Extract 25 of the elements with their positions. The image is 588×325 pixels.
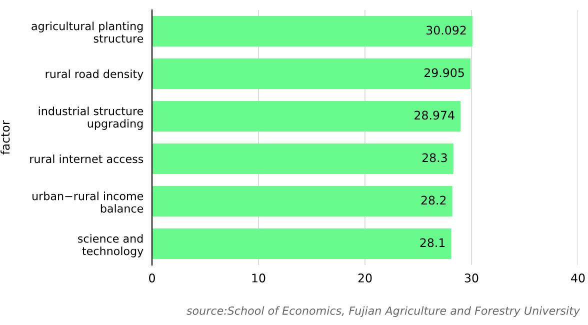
y-axis-title: factor xyxy=(0,120,10,155)
bar xyxy=(152,58,470,90)
y-tick-label: rural road density xyxy=(46,70,144,80)
x-tick-label: 10 xyxy=(252,274,266,282)
source-note: source:School of Economics, Fujian Agriculture and Forestry University xyxy=(186,306,580,317)
bar xyxy=(152,228,452,260)
bar xyxy=(152,143,454,174)
x-tick-label: 20 xyxy=(358,274,372,282)
data-label: 30.092 xyxy=(426,26,466,35)
data-label: 29.905 xyxy=(424,68,464,78)
y-tick-label: science and technology xyxy=(78,234,144,258)
y-tick-label: urban−rural income balance xyxy=(32,192,144,213)
x-tick-label: 30 xyxy=(464,274,478,282)
x-tick-label: 0 xyxy=(149,274,155,282)
x-tick-label: 40 xyxy=(571,274,585,282)
data-label: 28.2 xyxy=(421,196,446,205)
data-label: 28.1 xyxy=(420,238,445,248)
bar xyxy=(152,100,461,132)
y-tick-label: industrial structure upgrading xyxy=(38,106,144,130)
data-label: 28.3 xyxy=(422,153,447,162)
y-tick-label: agricultural planting structure xyxy=(32,22,144,43)
bar xyxy=(152,186,452,217)
y-tick-label: rural internet access xyxy=(30,154,144,164)
data-label: 28.974 xyxy=(414,110,454,120)
bar xyxy=(152,16,472,47)
